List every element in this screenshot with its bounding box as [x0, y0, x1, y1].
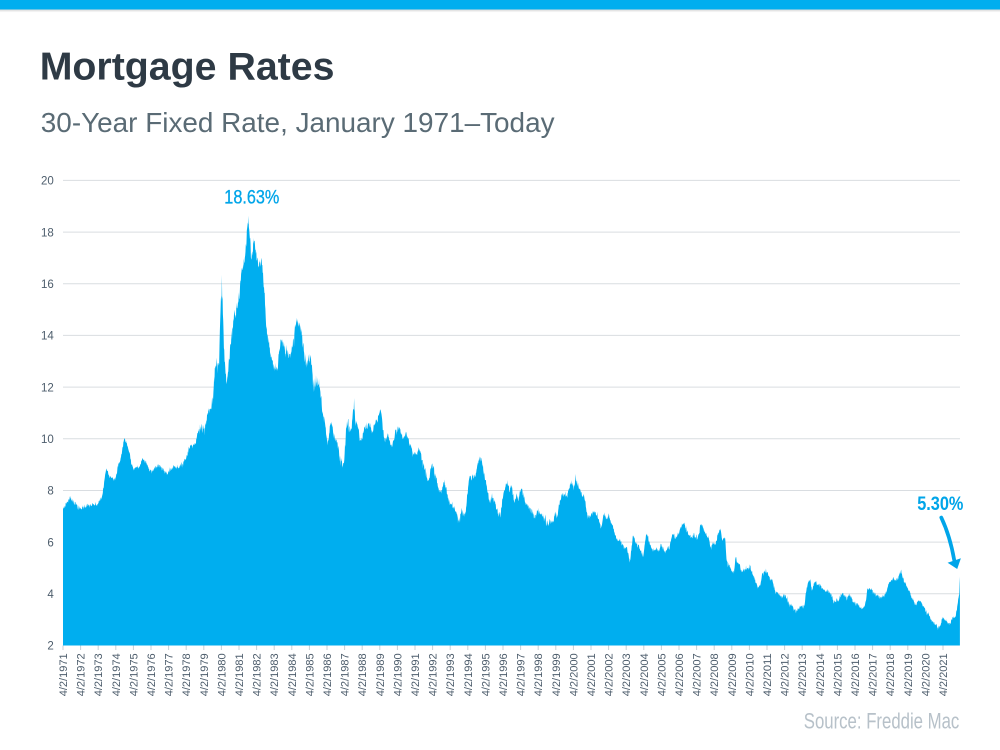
svg-text:4/2/1981: 4/2/1981 [234, 653, 246, 696]
svg-text:4/2/1992: 4/2/1992 [428, 653, 440, 696]
svg-text:4/2/1977: 4/2/1977 [164, 653, 176, 696]
svg-text:4/2/1976: 4/2/1976 [146, 653, 158, 696]
svg-text:4/2/2007: 4/2/2007 [692, 653, 704, 696]
svg-text:4/2/1985: 4/2/1985 [304, 653, 316, 696]
svg-text:5.30%: 5.30% [917, 494, 963, 515]
svg-text:4/2/2017: 4/2/2017 [868, 653, 880, 696]
svg-text:4/2/1980: 4/2/1980 [216, 653, 228, 696]
svg-text:4/2/1994: 4/2/1994 [463, 653, 475, 696]
svg-text:4/2/1997: 4/2/1997 [516, 653, 528, 696]
svg-text:4/2/1978: 4/2/1978 [181, 653, 193, 696]
svg-text:4/2/1982: 4/2/1982 [252, 653, 264, 696]
svg-text:4/2/2011: 4/2/2011 [762, 653, 774, 696]
svg-text:18: 18 [41, 227, 54, 239]
svg-text:4/2/1972: 4/2/1972 [76, 653, 88, 696]
svg-text:4/2/1999: 4/2/1999 [551, 653, 563, 696]
svg-text:4/2/1993: 4/2/1993 [445, 653, 457, 696]
svg-text:4/2/2003: 4/2/2003 [621, 653, 633, 696]
svg-text:4/2/1986: 4/2/1986 [322, 653, 334, 696]
svg-text:4/2/2006: 4/2/2006 [674, 653, 686, 696]
svg-text:4/2/2014: 4/2/2014 [815, 653, 827, 696]
svg-text:4/2/1973: 4/2/1973 [93, 653, 105, 696]
svg-text:4/2/1998: 4/2/1998 [533, 653, 545, 696]
svg-text:2: 2 [47, 641, 53, 653]
svg-text:4/2/2002: 4/2/2002 [604, 653, 616, 696]
svg-text:4/2/2018: 4/2/2018 [885, 653, 897, 696]
svg-text:4/2/1974: 4/2/1974 [111, 653, 123, 696]
svg-text:4/2/2009: 4/2/2009 [727, 653, 739, 696]
svg-text:Source: Freddie Mac: Source: Freddie Mac [804, 708, 960, 733]
svg-text:Mortgage Rates: Mortgage Rates [40, 45, 335, 89]
svg-text:4/2/1991: 4/2/1991 [410, 653, 422, 696]
svg-text:4/2/2010: 4/2/2010 [744, 653, 756, 696]
svg-text:4: 4 [47, 589, 54, 601]
svg-text:4/2/2020: 4/2/2020 [920, 653, 932, 696]
svg-text:12: 12 [41, 382, 54, 394]
svg-text:4/2/1975: 4/2/1975 [128, 653, 140, 696]
svg-text:18.63%: 18.63% [224, 187, 279, 208]
svg-text:20: 20 [41, 176, 54, 188]
svg-text:4/2/2012: 4/2/2012 [780, 653, 792, 696]
svg-text:4/2/2000: 4/2/2000 [568, 653, 580, 696]
svg-text:14: 14 [41, 331, 54, 343]
svg-text:4/2/1996: 4/2/1996 [498, 653, 510, 696]
svg-text:10: 10 [41, 434, 54, 446]
svg-text:4/2/1995: 4/2/1995 [480, 653, 492, 696]
svg-text:4/2/2019: 4/2/2019 [903, 653, 915, 696]
svg-text:4/2/1971: 4/2/1971 [58, 653, 70, 696]
svg-text:4/2/2008: 4/2/2008 [709, 653, 721, 696]
svg-text:4/2/2013: 4/2/2013 [797, 653, 809, 696]
svg-text:4/2/1983: 4/2/1983 [269, 653, 281, 696]
svg-text:4/2/2021: 4/2/2021 [938, 653, 950, 696]
svg-text:4/2/1988: 4/2/1988 [357, 653, 369, 696]
svg-text:4/2/2005: 4/2/2005 [656, 653, 668, 696]
svg-text:16: 16 [41, 279, 54, 291]
svg-text:4/2/1979: 4/2/1979 [199, 653, 211, 696]
svg-text:4/2/2001: 4/2/2001 [586, 653, 598, 696]
svg-text:4/2/1984: 4/2/1984 [287, 653, 299, 696]
svg-text:4/2/2015: 4/2/2015 [832, 653, 844, 696]
svg-text:4/2/2016: 4/2/2016 [850, 653, 862, 696]
svg-text:4/2/1987: 4/2/1987 [340, 653, 352, 696]
svg-text:6: 6 [47, 537, 53, 549]
svg-text:4/2/1989: 4/2/1989 [375, 653, 387, 696]
svg-text:4/2/1990: 4/2/1990 [392, 653, 404, 696]
svg-text:8: 8 [47, 486, 53, 498]
svg-text:4/2/2004: 4/2/2004 [639, 653, 651, 696]
svg-text:30-Year Fixed Rate, January 19: 30-Year Fixed Rate, January 1971–Today [41, 107, 555, 138]
